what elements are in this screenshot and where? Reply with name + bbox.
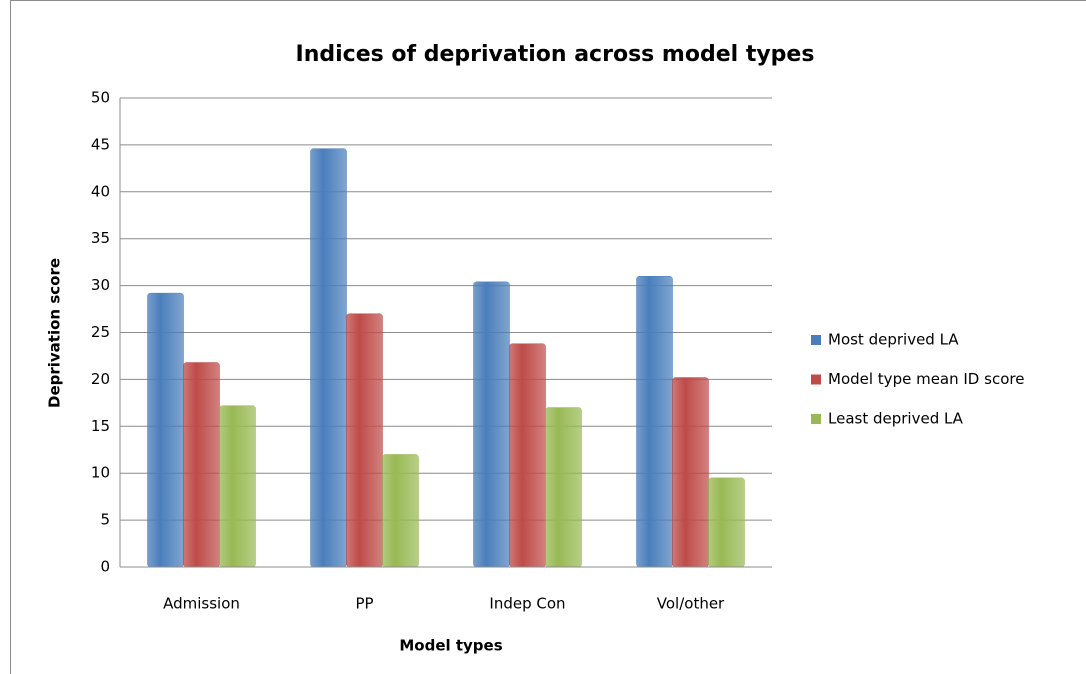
y-tick-label: 35 [91,229,110,247]
bar [473,281,510,568]
bar [310,148,347,568]
bar [382,454,419,568]
y-tick-label: 45 [91,135,110,153]
x-tick-label: Admission [163,595,240,613]
chart-title: Indices of deprivation across model type… [296,42,815,67]
y-tick-label: 5 [100,511,110,529]
bar [183,362,220,568]
legend-swatch [811,374,821,385]
legend-swatch [811,414,821,424]
bar [147,292,184,568]
legend-label: Least deprived LA [828,410,964,428]
bar [219,405,256,568]
bar [545,407,582,568]
x-axis-label: Model types [399,637,502,655]
bar [346,313,383,568]
y-tick-label: 10 [91,464,110,482]
bar [509,343,546,568]
legend-label: Model type mean ID score [828,370,1024,388]
bar [636,275,673,568]
y-tick-label: 30 [91,276,110,294]
y-tick-label: 20 [91,370,110,388]
x-tick-label: Indep Con [489,595,565,613]
x-tick-label: PP [355,595,373,613]
bar [672,377,709,568]
y-tick-label: 40 [91,182,110,200]
x-tick-label: Vol/other [657,595,725,613]
y-tick-label: 50 [91,89,110,107]
legend-label: Most deprived LA [828,331,959,349]
y-axis-label: Deprivation score [46,258,64,408]
y-tick-label: 0 [100,558,110,576]
y-tick-label: 25 [91,323,110,341]
bar [708,477,745,568]
y-tick-label: 15 [91,417,110,435]
legend-swatch [811,335,821,345]
